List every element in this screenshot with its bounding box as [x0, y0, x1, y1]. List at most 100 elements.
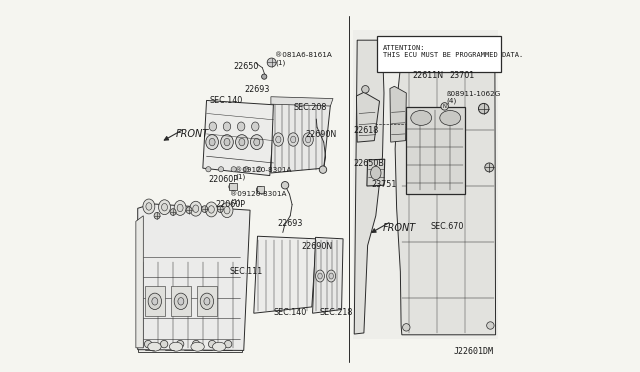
Ellipse shape — [411, 110, 431, 125]
Ellipse shape — [291, 136, 296, 143]
Ellipse shape — [224, 138, 230, 146]
Ellipse shape — [282, 182, 289, 189]
Ellipse shape — [206, 167, 211, 172]
FancyBboxPatch shape — [229, 183, 237, 190]
Text: ß08911-1062G
(4): ß08911-1062G (4) — [447, 91, 501, 104]
Ellipse shape — [218, 167, 223, 172]
Ellipse shape — [262, 74, 267, 79]
Ellipse shape — [221, 135, 234, 150]
Ellipse shape — [209, 340, 216, 348]
Ellipse shape — [177, 340, 184, 348]
Ellipse shape — [159, 200, 170, 215]
Ellipse shape — [223, 122, 231, 131]
Ellipse shape — [288, 133, 298, 146]
Text: 22690N: 22690N — [301, 242, 333, 251]
Ellipse shape — [254, 138, 260, 146]
Ellipse shape — [148, 293, 161, 310]
FancyBboxPatch shape — [172, 286, 191, 316]
Text: 22060P: 22060P — [209, 175, 239, 184]
Ellipse shape — [225, 340, 232, 348]
Ellipse shape — [362, 86, 369, 93]
Text: 23751: 23751 — [371, 180, 397, 189]
Ellipse shape — [231, 167, 236, 172]
Ellipse shape — [319, 166, 326, 173]
Text: SEC.670: SEC.670 — [431, 222, 464, 231]
Text: 22060P: 22060P — [215, 200, 245, 209]
Text: ®081A6-8161A
(1): ®081A6-8161A (1) — [275, 52, 332, 65]
Ellipse shape — [236, 135, 248, 150]
Ellipse shape — [267, 58, 276, 67]
Ellipse shape — [209, 138, 215, 146]
Ellipse shape — [177, 204, 183, 212]
Ellipse shape — [486, 50, 494, 58]
Ellipse shape — [202, 206, 207, 212]
Text: 22693: 22693 — [277, 219, 303, 228]
Ellipse shape — [239, 138, 245, 146]
Ellipse shape — [146, 203, 152, 210]
Ellipse shape — [206, 135, 218, 150]
Ellipse shape — [200, 293, 214, 310]
Text: ®09120-8301A
(1): ®09120-8301A (1) — [230, 191, 287, 205]
Polygon shape — [271, 101, 330, 173]
Text: 23701: 23701 — [449, 71, 475, 80]
Polygon shape — [356, 92, 380, 142]
Text: SEC.218: SEC.218 — [319, 308, 353, 317]
Ellipse shape — [441, 103, 449, 110]
Ellipse shape — [273, 133, 284, 146]
Ellipse shape — [204, 298, 210, 305]
Text: 22650B: 22650B — [353, 159, 385, 168]
Text: ®09120-8301A
(1): ®09120-8301A (1) — [235, 167, 292, 180]
Polygon shape — [406, 107, 465, 194]
Text: 22618: 22618 — [353, 126, 379, 135]
Ellipse shape — [224, 206, 230, 214]
Polygon shape — [395, 45, 495, 335]
Ellipse shape — [329, 273, 333, 279]
Polygon shape — [390, 86, 406, 142]
Text: 22693: 22693 — [245, 85, 270, 94]
Ellipse shape — [403, 49, 410, 57]
Ellipse shape — [152, 298, 158, 305]
Text: SEC.208: SEC.208 — [294, 103, 327, 112]
Ellipse shape — [403, 324, 410, 331]
Polygon shape — [367, 159, 385, 186]
FancyBboxPatch shape — [145, 286, 164, 316]
Ellipse shape — [440, 110, 461, 125]
Ellipse shape — [218, 206, 223, 212]
Text: FRONT: FRONT — [383, 223, 416, 232]
FancyBboxPatch shape — [378, 36, 501, 72]
FancyBboxPatch shape — [197, 286, 216, 316]
Ellipse shape — [486, 322, 494, 329]
Ellipse shape — [252, 122, 259, 131]
Ellipse shape — [212, 342, 226, 351]
FancyBboxPatch shape — [257, 186, 264, 193]
Ellipse shape — [229, 183, 236, 190]
Ellipse shape — [371, 166, 381, 180]
Polygon shape — [271, 97, 333, 106]
Polygon shape — [138, 204, 250, 350]
Polygon shape — [354, 40, 384, 334]
Ellipse shape — [170, 342, 183, 351]
Text: SEC.111: SEC.111 — [230, 267, 263, 276]
Text: ATTENTION:
THIS ECU MUST BE PROGRAMMED DATA.: ATTENTION: THIS ECU MUST BE PROGRAMMED D… — [383, 45, 524, 58]
Ellipse shape — [479, 103, 489, 114]
Ellipse shape — [193, 340, 200, 348]
Ellipse shape — [209, 206, 214, 213]
Polygon shape — [203, 100, 275, 176]
Ellipse shape — [484, 163, 493, 172]
Ellipse shape — [174, 201, 186, 215]
Ellipse shape — [174, 293, 188, 310]
Polygon shape — [138, 329, 242, 352]
Ellipse shape — [205, 202, 218, 217]
Text: FRONT: FRONT — [175, 129, 209, 139]
Ellipse shape — [145, 340, 152, 348]
Text: N: N — [443, 104, 447, 109]
Ellipse shape — [276, 136, 281, 143]
Ellipse shape — [221, 203, 233, 218]
Polygon shape — [136, 216, 143, 348]
Ellipse shape — [257, 186, 263, 193]
Ellipse shape — [161, 340, 168, 348]
Text: SEC.140: SEC.140 — [273, 308, 307, 317]
Ellipse shape — [318, 273, 322, 279]
Ellipse shape — [170, 209, 176, 215]
Text: 22690N: 22690N — [305, 130, 337, 139]
